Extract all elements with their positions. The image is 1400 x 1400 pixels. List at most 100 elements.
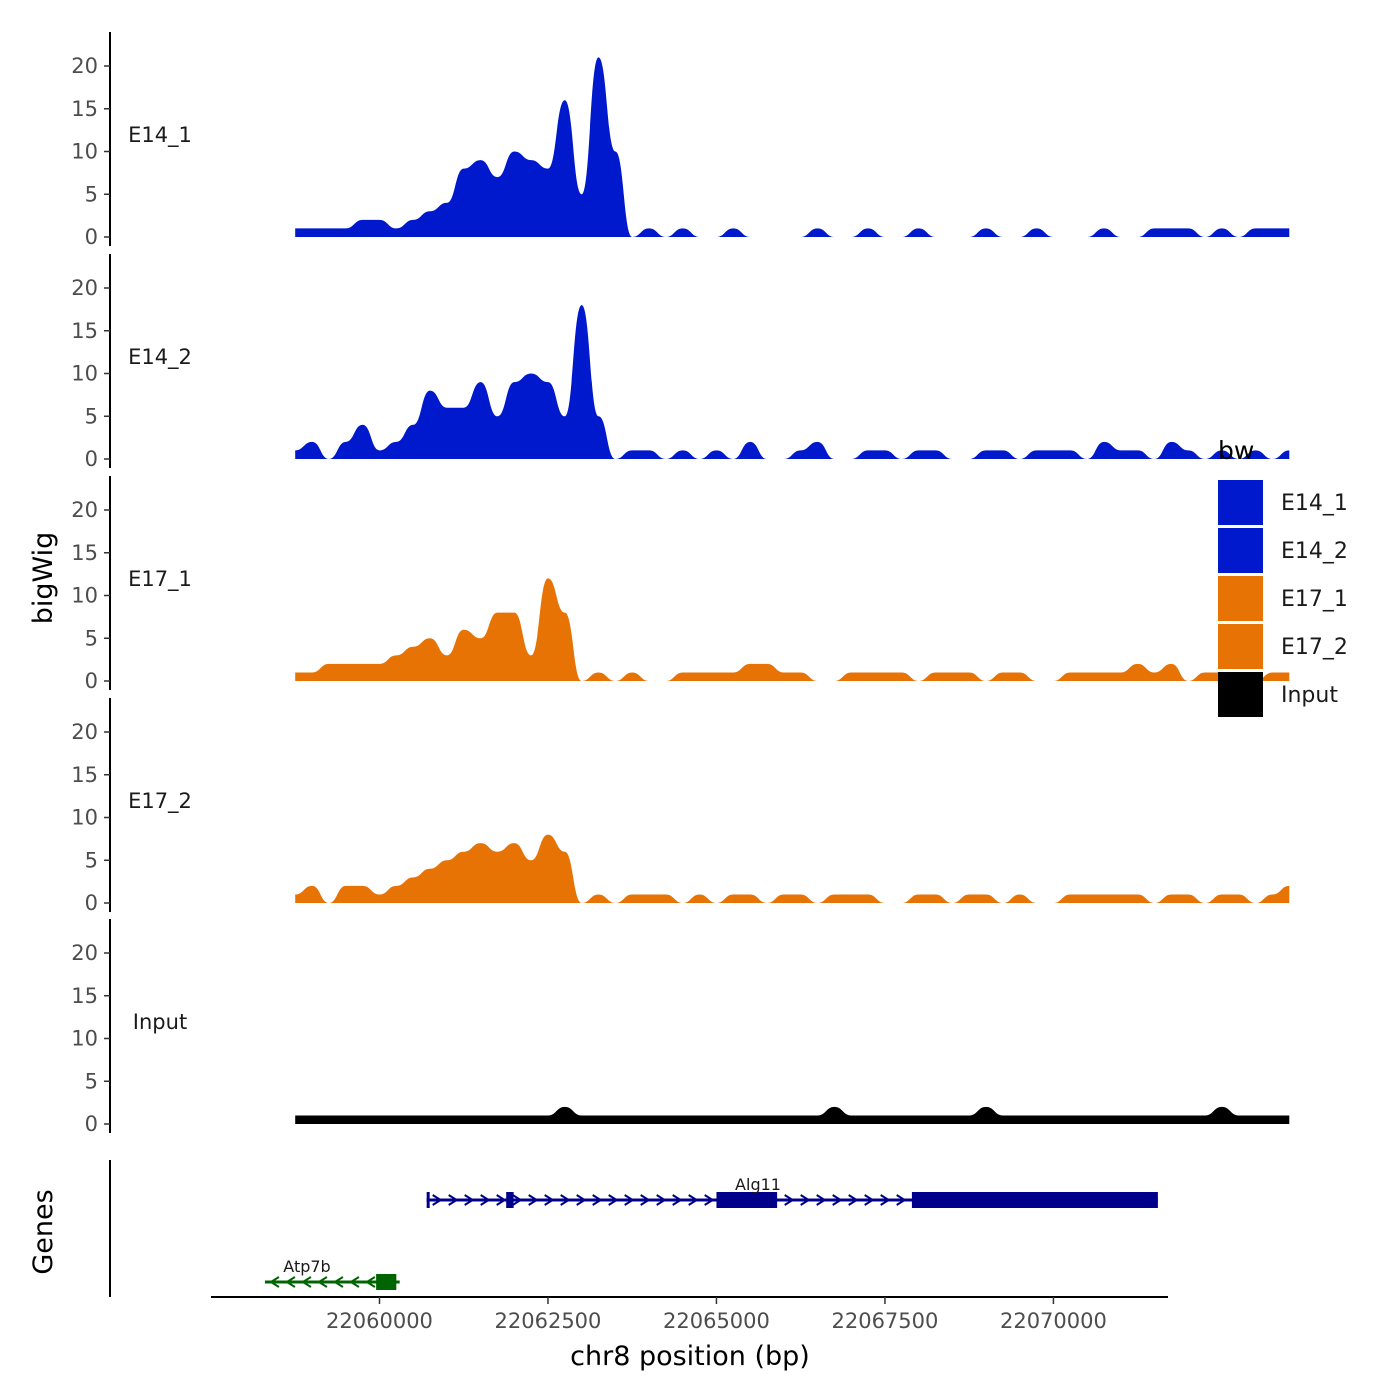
gene-alg11: Alg11 xyxy=(426,1175,1158,1208)
x-tick-label: 22067500 xyxy=(831,1309,938,1333)
signal-area-e14-1 xyxy=(295,57,1290,238)
legend-swatch xyxy=(1218,480,1263,525)
x-tick-label: 22065000 xyxy=(663,1309,770,1333)
y-tick-label: 15 xyxy=(71,984,98,1008)
strand-chevron xyxy=(656,1194,667,1206)
signal-area-input xyxy=(295,1106,1290,1124)
strand-chevron xyxy=(608,1194,619,1206)
track-label: Input xyxy=(133,1010,187,1034)
y-tick-label: 20 xyxy=(71,276,98,300)
strand-chevron xyxy=(432,1194,443,1206)
strand-chevron xyxy=(496,1194,507,1206)
strand-chevron xyxy=(784,1194,795,1206)
y-tick-label: 5 xyxy=(85,182,98,206)
y-tick-label: 5 xyxy=(85,626,98,650)
y-tick-label: 15 xyxy=(71,319,98,343)
signal-area-e14-2 xyxy=(295,305,1290,459)
gene-exon xyxy=(506,1192,514,1208)
track-label: E17_1 xyxy=(128,567,192,592)
legend-swatch xyxy=(1218,576,1263,621)
signal-area-e17-2 xyxy=(295,834,1290,903)
track-e17-1: 0 5 10 15 20 E17_1 xyxy=(71,476,1290,693)
strand-chevron xyxy=(301,1276,312,1288)
y-tick-label: 10 xyxy=(71,140,98,164)
track-e17-2: 0 5 10 15 20 E17_2 xyxy=(71,698,1290,915)
track-input: 0 5 10 15 20 Input xyxy=(71,919,1290,1136)
y-tick-label: 15 xyxy=(71,97,98,121)
track-label: E14_2 xyxy=(128,345,192,370)
strand-chevron xyxy=(317,1276,328,1288)
strand-chevron xyxy=(349,1276,360,1288)
y-tick-label: 0 xyxy=(85,447,98,471)
y-tick-label: 15 xyxy=(71,541,98,565)
strand-chevron xyxy=(464,1194,475,1206)
x-axis-title: chr8 position (bp) xyxy=(570,1341,810,1372)
gene-panel: Alg11 Atp7b xyxy=(109,1160,1158,1297)
y-tick-label: 15 xyxy=(71,763,98,787)
strand-chevron xyxy=(864,1194,875,1206)
legend-swatch xyxy=(1218,528,1263,573)
gene-exon xyxy=(376,1274,397,1290)
gene-panel-title: Genes xyxy=(28,1189,59,1274)
strand-chevron xyxy=(640,1194,651,1206)
legend-swatch xyxy=(1218,624,1263,669)
y-tick-label: 5 xyxy=(85,404,98,428)
signal-tracks: 05101520E14_105101520E14_205101520E17_10… xyxy=(71,32,1290,1136)
strand-chevron xyxy=(285,1276,296,1288)
y-tick-label: 10 xyxy=(71,1027,98,1051)
strand-chevron xyxy=(896,1194,907,1206)
strand-chevron xyxy=(528,1194,539,1206)
strand-chevron xyxy=(448,1194,459,1206)
strand-chevron xyxy=(704,1194,715,1206)
strand-chevron xyxy=(544,1194,555,1206)
gene-label: Atp7b xyxy=(283,1257,330,1276)
y-tick-label: 20 xyxy=(71,498,98,522)
legend-title: bw xyxy=(1218,436,1254,465)
y-tick-label: 20 xyxy=(71,720,98,744)
legend-swatch xyxy=(1218,672,1263,717)
y-tick-label: 10 xyxy=(71,584,98,608)
strand-chevron xyxy=(576,1194,587,1206)
legend-label: E14_1 xyxy=(1281,491,1348,516)
strand-chevron xyxy=(816,1194,827,1206)
legend-label: E14_2 xyxy=(1281,539,1348,564)
strand-chevron xyxy=(848,1194,859,1206)
strand-chevron xyxy=(560,1194,571,1206)
legend-label: E17_2 xyxy=(1281,635,1348,660)
x-tick-label: 22070000 xyxy=(1000,1309,1107,1333)
gene-exon xyxy=(716,1192,778,1208)
y-tick-label: 0 xyxy=(85,891,98,915)
strand-chevron xyxy=(800,1194,811,1206)
gene-atp7b: Atp7b xyxy=(264,1257,400,1290)
legend: bw E14_1 E14_2 E17_1 E17_2 Input xyxy=(1218,436,1348,717)
gene-exon xyxy=(426,1192,430,1208)
x-tick-label: 22062500 xyxy=(495,1309,602,1333)
y-tick-label: 20 xyxy=(71,54,98,78)
y-tick-label: 0 xyxy=(85,1112,98,1136)
legend-label: Input xyxy=(1281,683,1338,708)
y-tick-label: 0 xyxy=(85,225,98,249)
strand-chevron xyxy=(688,1194,699,1206)
strand-chevron xyxy=(333,1276,344,1288)
y-tick-label: 0 xyxy=(85,669,98,693)
legend-label: E17_1 xyxy=(1281,587,1348,612)
x-tick-label: 22060000 xyxy=(326,1309,433,1333)
x-axis: 22060000 22062500 22065000 22067500 22070000 xyxy=(211,1296,1168,1333)
strand-chevron xyxy=(672,1194,683,1206)
strand-chevron xyxy=(269,1276,280,1288)
strand-chevron xyxy=(480,1194,491,1206)
signal-area-e17-1 xyxy=(295,578,1290,681)
gene-exon xyxy=(911,1192,1158,1208)
y-tick-label: 10 xyxy=(71,362,98,386)
y-axis-title: bigWig xyxy=(28,532,59,625)
strand-chevron xyxy=(624,1194,635,1206)
y-tick-label: 10 xyxy=(71,806,98,830)
y-tick-label: 20 xyxy=(71,941,98,965)
track-e14-2: 0 5 10 15 20 E14_2 xyxy=(71,254,1290,471)
y-tick-label: 5 xyxy=(85,848,98,872)
strand-chevron xyxy=(880,1194,891,1206)
strand-chevron xyxy=(832,1194,843,1206)
y-tick-label: 5 xyxy=(85,1069,98,1093)
strand-chevron xyxy=(512,1194,523,1206)
